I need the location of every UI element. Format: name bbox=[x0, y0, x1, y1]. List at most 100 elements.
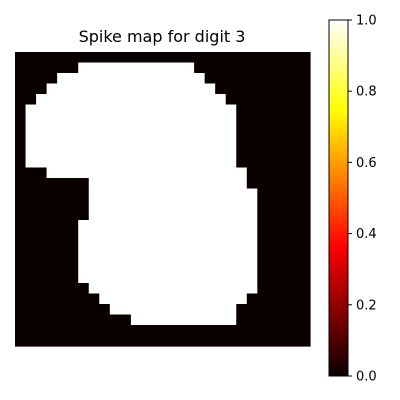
heatmap-cell bbox=[57, 272, 69, 284]
heatmap-cell bbox=[288, 325, 301, 337]
heatmap-cell bbox=[204, 146, 216, 158]
heatmap-cell bbox=[120, 262, 132, 274]
heatmap-cell bbox=[215, 293, 227, 305]
heatmap-cell bbox=[173, 146, 185, 158]
heatmap-cell bbox=[257, 325, 269, 337]
heatmap-cell bbox=[299, 293, 311, 305]
heatmap-cell bbox=[130, 304, 143, 316]
heatmap-cell bbox=[99, 220, 111, 232]
heatmap-cell bbox=[15, 272, 27, 284]
heatmap-cell bbox=[278, 230, 290, 242]
heatmap-cell bbox=[173, 104, 185, 116]
heatmap-cell bbox=[78, 293, 90, 305]
heatmap-cell bbox=[173, 241, 185, 253]
heatmap-cell bbox=[288, 241, 301, 253]
heatmap-cell bbox=[215, 73, 227, 85]
heatmap-cell bbox=[194, 83, 206, 95]
heatmap-cell bbox=[88, 157, 100, 169]
heatmap-cell bbox=[246, 83, 258, 95]
heatmap-cell bbox=[288, 283, 301, 295]
heatmap-cell bbox=[151, 62, 164, 74]
heatmap-cell bbox=[36, 304, 48, 316]
heatmap-cell bbox=[173, 125, 185, 137]
heatmap-cell bbox=[194, 199, 206, 211]
heatmap-cell bbox=[25, 52, 37, 64]
heatmap-cell bbox=[141, 335, 153, 347]
heatmap-cell bbox=[15, 83, 27, 95]
heatmap-cell bbox=[173, 209, 185, 221]
heatmap-cell bbox=[288, 62, 301, 74]
heatmap-cell bbox=[120, 73, 132, 85]
heatmap-cell bbox=[257, 293, 269, 305]
heatmap-cell bbox=[109, 73, 121, 85]
heatmap-cell bbox=[204, 178, 216, 190]
heatmap-cell bbox=[36, 167, 48, 179]
heatmap-cell bbox=[288, 146, 301, 158]
heatmap-cell bbox=[36, 241, 48, 253]
heatmap-cell bbox=[299, 220, 311, 232]
heatmap-cell bbox=[25, 230, 37, 242]
heatmap-cell bbox=[109, 325, 121, 337]
heatmap-cell bbox=[67, 230, 79, 242]
heatmap-cell bbox=[288, 136, 301, 148]
heatmap-cell bbox=[15, 220, 27, 232]
heatmap-cell bbox=[130, 157, 143, 169]
colorbar-tick-label: 0.6 bbox=[356, 156, 377, 171]
heatmap-cell bbox=[130, 272, 143, 284]
heatmap-cell bbox=[36, 52, 48, 64]
heatmap-cell bbox=[278, 115, 290, 127]
heatmap-cell bbox=[141, 167, 153, 179]
heatmap-cell bbox=[141, 188, 153, 200]
heatmap-cell bbox=[225, 335, 237, 347]
heatmap-cell bbox=[215, 188, 227, 200]
heatmap-cell bbox=[88, 83, 100, 95]
heatmap-cell bbox=[246, 335, 258, 347]
heatmap-cell bbox=[67, 73, 79, 85]
heatmap-cell bbox=[183, 199, 195, 211]
heatmap-cell bbox=[194, 335, 206, 347]
heatmap-cell bbox=[99, 136, 111, 148]
heatmap-cell bbox=[246, 304, 258, 316]
heatmap-cell bbox=[15, 293, 27, 305]
heatmap-cell bbox=[162, 73, 174, 85]
heatmap-cell bbox=[183, 52, 195, 64]
heatmap-cell bbox=[46, 136, 58, 148]
heatmap-cell bbox=[46, 272, 58, 284]
heatmap-cell bbox=[36, 62, 48, 74]
heatmap-cell bbox=[46, 167, 58, 179]
heatmap-cell bbox=[215, 283, 227, 295]
heatmap-cell bbox=[78, 136, 90, 148]
heatmap-cell bbox=[278, 241, 290, 253]
heatmap-cell bbox=[246, 52, 258, 64]
heatmap-cell bbox=[36, 178, 48, 190]
heatmap-cell bbox=[257, 241, 269, 253]
heatmap-cell bbox=[57, 304, 69, 316]
heatmap-cell bbox=[141, 304, 153, 316]
heatmap-cell bbox=[246, 115, 258, 127]
heatmap-cell bbox=[99, 146, 111, 158]
heatmap-cell bbox=[194, 52, 206, 64]
heatmap-cell bbox=[67, 62, 79, 74]
heatmap-cell bbox=[15, 52, 27, 64]
heatmap-cell bbox=[204, 167, 216, 179]
heatmap-cell bbox=[99, 188, 111, 200]
heatmap-cell bbox=[25, 94, 37, 106]
heatmap-cell bbox=[162, 335, 174, 347]
heatmap-cell bbox=[36, 136, 48, 148]
heatmap-cell bbox=[236, 104, 248, 116]
heatmap-cell bbox=[267, 241, 279, 253]
heatmap-cell bbox=[120, 136, 132, 148]
heatmap-cell bbox=[120, 283, 132, 295]
heatmap-cell bbox=[288, 104, 301, 116]
heatmap-cell bbox=[46, 73, 58, 85]
heatmap-cell bbox=[299, 157, 311, 169]
heatmap-cell bbox=[278, 157, 290, 169]
heatmap-cell bbox=[236, 272, 248, 284]
heatmap-cell bbox=[120, 125, 132, 137]
heatmap-cell bbox=[215, 230, 227, 242]
heatmap-cell bbox=[109, 136, 121, 148]
colorbar-tick-label: 0.4 bbox=[356, 227, 377, 242]
heatmap-cell bbox=[299, 52, 311, 64]
heatmap-cell bbox=[88, 62, 100, 74]
heatmap-cell bbox=[15, 262, 27, 274]
